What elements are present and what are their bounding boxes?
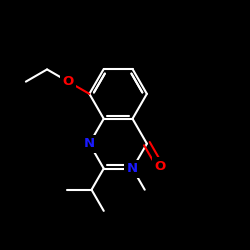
Text: O: O — [154, 160, 166, 172]
Text: N: N — [127, 162, 138, 175]
Text: O: O — [62, 75, 74, 88]
Text: N: N — [84, 137, 95, 150]
